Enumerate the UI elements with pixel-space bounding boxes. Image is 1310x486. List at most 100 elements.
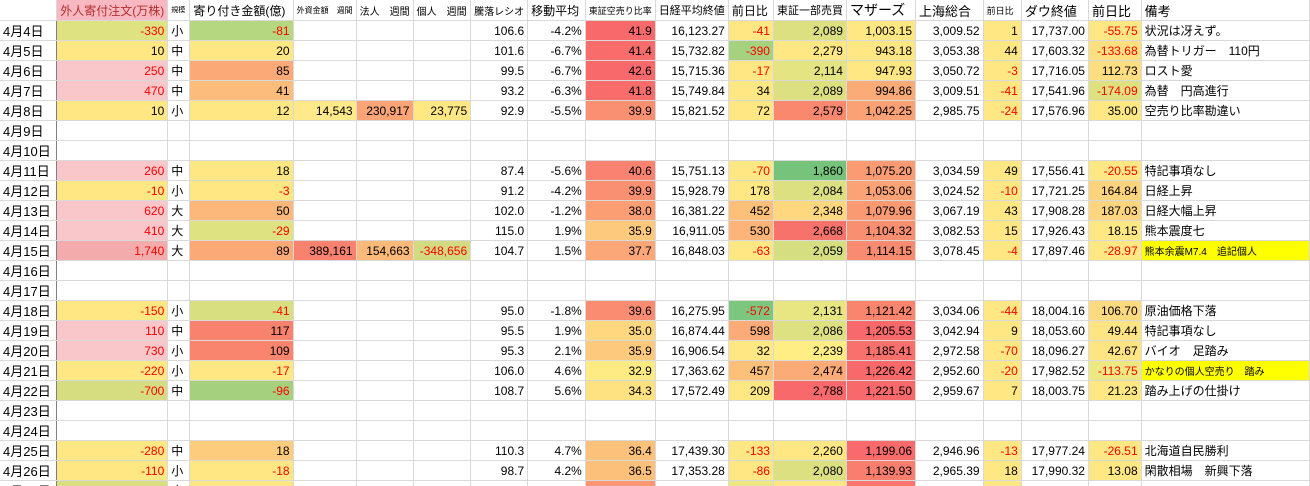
cell-tse1-volume[interactable]: 2,279	[773, 40, 847, 61]
cell-hojin-week[interactable]	[356, 480, 414, 486]
cell-moving-avg[interactable]	[527, 140, 586, 161]
cell-short-ratio[interactable]: 35.9	[585, 340, 656, 361]
cell-dow-close[interactable]: 18,003.75	[1021, 380, 1089, 401]
cell-shanghai-chg[interactable]: -11	[983, 480, 1022, 486]
cell-dow-chg[interactable]: -55.75	[1088, 20, 1142, 41]
cell-remark[interactable]	[1141, 260, 1310, 281]
cell-ratio[interactable]: 91.2	[470, 180, 529, 201]
header-cell-remark[interactable]: 備考	[1141, 0, 1310, 21]
cell-size[interactable]: 大	[167, 200, 191, 221]
cell-remark[interactable]	[1141, 280, 1310, 301]
cell-kojin-week[interactable]	[413, 320, 472, 341]
date-cell[interactable]: 4月5日	[0, 40, 58, 61]
cell-shanghai[interactable]: 3,009.52	[915, 20, 984, 41]
cell-kojin-week[interactable]	[413, 360, 472, 381]
header-cell-dow-close[interactable]: ダウ終値	[1021, 0, 1089, 21]
cell-nikkei-close[interactable]: 17,363.62	[655, 360, 729, 381]
cell-gaijin-order[interactable]: -700	[56, 380, 169, 401]
cell-kojin-week[interactable]	[413, 260, 472, 281]
cell-nikkei-chg[interactable]	[728, 400, 774, 421]
cell-remark[interactable]	[1141, 400, 1310, 421]
cell-tse1-volume[interactable]	[773, 420, 847, 441]
cell-nikkei-chg[interactable]: -572	[728, 300, 774, 321]
cell-dow-close[interactable]: 17,576.96	[1021, 100, 1089, 121]
cell-size[interactable]: 中	[167, 380, 191, 401]
header-cell-dow-chg[interactable]: 前日比	[1088, 0, 1142, 21]
cell-tse1-volume[interactable]: 2,788	[773, 380, 847, 401]
cell-mothers[interactable]: 994.86	[846, 80, 917, 101]
cell-nikkei-close[interactable]: 17,290.49	[655, 480, 729, 486]
cell-remark[interactable]: 為替 円高進行	[1141, 80, 1310, 101]
cell-gaijin-order[interactable]: -110	[56, 460, 169, 481]
cell-moving-avg[interactable]: -1.8%	[527, 300, 586, 321]
cell-kojin-week[interactable]: -348,656	[413, 240, 472, 261]
cell-gaijin-order[interactable]: -220	[56, 360, 169, 381]
cell-shanghai[interactable]: 2,985.75	[915, 100, 984, 121]
cell-gaijin-order[interactable]: -530	[56, 480, 169, 486]
cell-hojin-week[interactable]	[356, 260, 414, 281]
cell-foreign-week[interactable]	[293, 320, 357, 341]
cell-nikkei-close[interactable]	[655, 400, 729, 421]
cell-shanghai[interactable]	[915, 280, 984, 301]
cell-nikkei-close[interactable]: 15,821.52	[655, 100, 729, 121]
cell-mothers[interactable]: 1,075.20	[846, 160, 917, 181]
cell-tse1-volume[interactable]: 2,579	[773, 100, 847, 121]
cell-dow-chg[interactable]: 35.00	[1088, 100, 1142, 121]
cell-tse1-volume[interactable]: 2,086	[773, 320, 847, 341]
cell-ratio[interactable]	[470, 280, 529, 301]
cell-remark[interactable]: 日経大幅上昇	[1141, 200, 1310, 221]
cell-remark[interactable]: 為替トリガー 110円	[1141, 40, 1310, 61]
cell-short-ratio[interactable]: 38.8	[585, 480, 656, 486]
cell-remark[interactable]: バイオ 足踏み	[1141, 340, 1310, 361]
cell-dow-chg[interactable]: -28.97	[1088, 240, 1142, 261]
cell-dow-chg[interactable]: -26.51	[1088, 440, 1142, 461]
cell-dow-chg[interactable]	[1088, 260, 1142, 281]
cell-open-amount[interactable]	[189, 420, 294, 441]
cell-tse1-volume[interactable]: 2,059	[773, 240, 847, 261]
date-cell[interactable]: 4月13日	[0, 200, 58, 221]
cell-tse1-volume[interactable]: 2,348	[773, 200, 847, 221]
cell-open-amount[interactable]: 89	[189, 240, 294, 261]
cell-ratio[interactable]: 99.5	[470, 480, 529, 486]
cell-open-amount[interactable]	[189, 400, 294, 421]
cell-nikkei-close[interactable]: 16,381.22	[655, 200, 729, 221]
cell-dow-close[interactable]: 17,556.41	[1021, 160, 1089, 181]
cell-remark[interactable]: 原油価格下落	[1141, 300, 1310, 321]
cell-foreign-week[interactable]	[293, 400, 357, 421]
cell-moving-avg[interactable]: 4.6%	[527, 360, 586, 381]
cell-remark[interactable]	[1141, 420, 1310, 441]
cell-dow-chg[interactable]	[1088, 120, 1142, 141]
cell-nikkei-chg[interactable]: -86	[728, 460, 774, 481]
cell-nikkei-chg[interactable]: -70	[728, 160, 774, 181]
cell-ratio[interactable]: 106.0	[470, 360, 529, 381]
date-cell[interactable]: 4月9日	[0, 120, 58, 141]
cell-dow-close[interactable]: 17,716.05	[1021, 60, 1089, 81]
cell-open-amount[interactable]: 18	[189, 160, 294, 181]
cell-moving-avg[interactable]: 4.7%	[527, 440, 586, 461]
cell-hojin-week[interactable]	[356, 200, 414, 221]
cell-open-amount[interactable]: 20	[189, 40, 294, 61]
cell-hojin-week[interactable]	[356, 340, 414, 361]
cell-open-amount[interactable]: -29	[189, 220, 294, 241]
cell-open-amount[interactable]	[189, 260, 294, 281]
cell-open-amount[interactable]	[189, 120, 294, 141]
cell-shanghai-chg[interactable]: 15	[983, 220, 1022, 241]
cell-ratio[interactable]: 115.0	[470, 220, 529, 241]
cell-foreign-week[interactable]	[293, 280, 357, 301]
cell-shanghai[interactable]: 2,946.96	[915, 440, 984, 461]
cell-remark[interactable]: 踏み上げの仕掛け	[1141, 380, 1310, 401]
cell-remark[interactable]	[1141, 140, 1310, 161]
cell-short-ratio[interactable]: 36.4	[585, 440, 656, 461]
cell-hojin-week[interactable]	[356, 300, 414, 321]
cell-hojin-week[interactable]	[356, 400, 414, 421]
cell-nikkei-chg[interactable]: 457	[728, 360, 774, 381]
cell-open-amount[interactable]	[189, 140, 294, 161]
cell-hojin-week[interactable]	[356, 280, 414, 301]
cell-nikkei-chg[interactable]	[728, 120, 774, 141]
cell-moving-avg[interactable]: -6.7%	[527, 40, 586, 61]
cell-dow-close[interactable]: 17,926.43	[1021, 220, 1089, 241]
cell-open-amount[interactable]: -41	[189, 300, 294, 321]
cell-dow-close[interactable]	[1021, 260, 1089, 281]
cell-nikkei-chg[interactable]	[728, 140, 774, 161]
cell-gaijin-order[interactable]: 110	[56, 320, 169, 341]
